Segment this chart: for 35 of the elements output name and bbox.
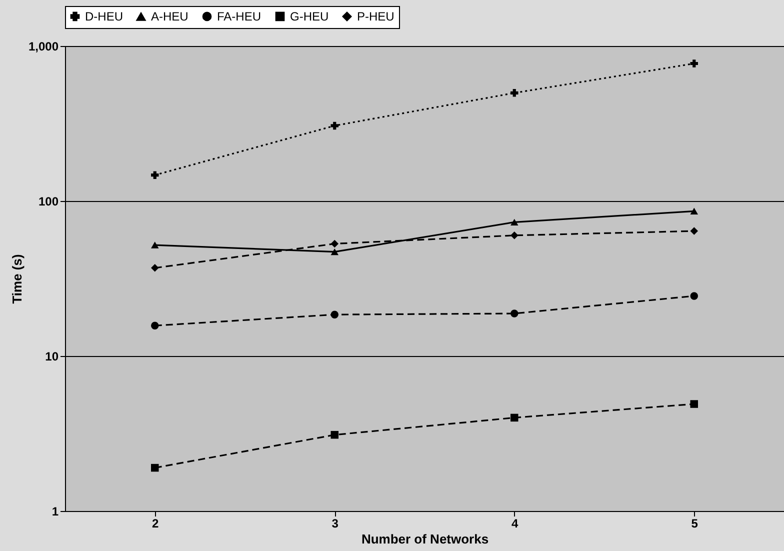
y-tick-label: 1,000 — [28, 40, 59, 54]
point — [510, 310, 518, 318]
point — [510, 218, 518, 226]
point — [151, 264, 159, 272]
x-axis-title: Number of Networks — [361, 532, 489, 546]
point — [510, 232, 518, 240]
x-tick-label: 5 — [691, 516, 698, 530]
point — [690, 400, 698, 408]
x-tick-label: 2 — [152, 516, 160, 530]
x-tick-label: 4 — [512, 516, 519, 530]
legend-label: P-HEU — [357, 9, 394, 24]
point — [510, 89, 518, 97]
x-tick-label: 3 — [332, 516, 339, 530]
point — [690, 292, 698, 300]
point — [330, 122, 338, 130]
y-tick-label: 100 — [38, 194, 59, 208]
point — [151, 322, 159, 330]
y-tick-label: 1 — [52, 504, 59, 518]
legend-label: FA-HEU — [217, 9, 262, 24]
point — [510, 414, 518, 422]
y-axis-title: Time (s) — [9, 254, 24, 304]
y-tick-label: 10 — [45, 350, 59, 364]
point — [151, 171, 159, 179]
point — [151, 242, 159, 248]
point — [330, 248, 338, 256]
point — [330, 430, 338, 439]
legend-label: D-HEU — [85, 9, 123, 24]
point — [330, 310, 338, 318]
legend-label: G-HEU — [290, 9, 329, 24]
point — [330, 240, 338, 248]
point — [690, 60, 698, 68]
point — [690, 208, 698, 215]
point — [690, 227, 698, 235]
point — [151, 464, 159, 472]
legend-label: A-HEU — [151, 10, 188, 24]
